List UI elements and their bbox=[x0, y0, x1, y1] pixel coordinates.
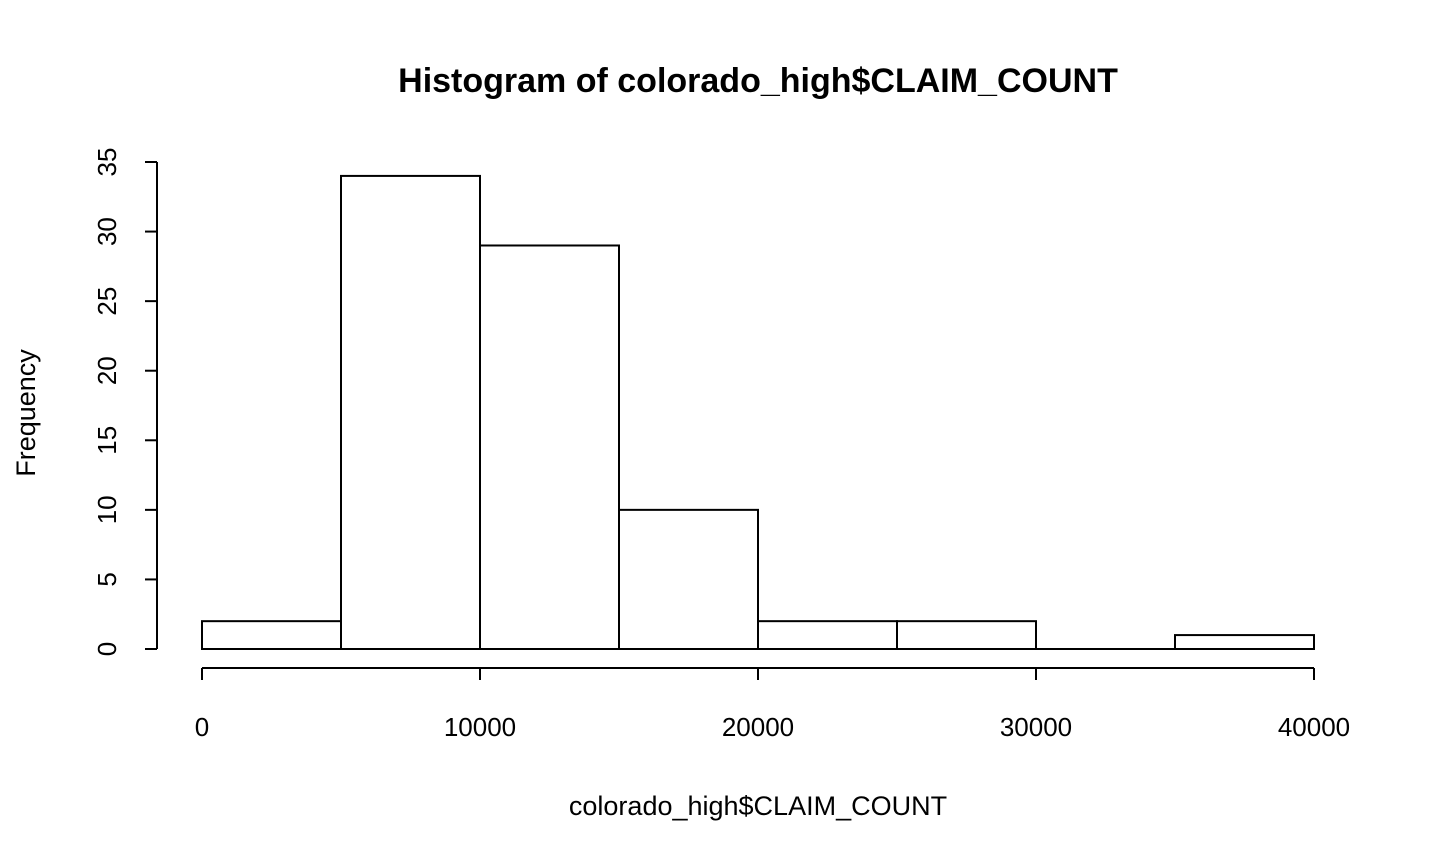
x-axis: 0 10000 20000 30000 40000 bbox=[195, 667, 1350, 742]
y-axis-label: Frequency bbox=[11, 349, 41, 477]
y-tick-label: 25 bbox=[92, 287, 122, 316]
histogram-bar bbox=[618, 508, 759, 650]
y-tick-label: 5 bbox=[92, 572, 122, 586]
x-tick-label: 40000 bbox=[1278, 712, 1350, 742]
x-ticks: 0 10000 20000 30000 40000 bbox=[195, 668, 1350, 742]
histogram-bar bbox=[340, 174, 481, 651]
y-tick-label: 10 bbox=[92, 495, 122, 524]
bars-group bbox=[201, 174, 1315, 651]
x-tick-label: 0 bbox=[195, 712, 209, 742]
y-tick-label: 20 bbox=[92, 356, 122, 385]
histogram-bar bbox=[201, 620, 342, 651]
x-tick-label: 20000 bbox=[722, 712, 794, 742]
histogram-bar bbox=[896, 620, 1037, 651]
histogram-bar bbox=[1174, 634, 1315, 650]
histogram-bar bbox=[479, 244, 620, 650]
x-tick-label: 30000 bbox=[1000, 712, 1072, 742]
chart-title: Histogram of colorado_high$CLAIM_COUNT bbox=[398, 62, 1118, 100]
y-tick-label: 30 bbox=[92, 217, 122, 246]
y-ticks: 0 5 10 15 20 25 30 35 bbox=[92, 148, 157, 656]
y-tick-label: 15 bbox=[92, 426, 122, 455]
x-tick-label: 10000 bbox=[444, 712, 516, 742]
histogram-bar bbox=[757, 620, 898, 651]
y-tick-label: 35 bbox=[92, 148, 122, 177]
y-tick-label: 0 bbox=[92, 642, 122, 656]
y-axis: 0 5 10 15 20 25 30 35 bbox=[92, 148, 158, 656]
x-axis-label: colorado_high$CLAIM_COUNT bbox=[569, 791, 947, 821]
